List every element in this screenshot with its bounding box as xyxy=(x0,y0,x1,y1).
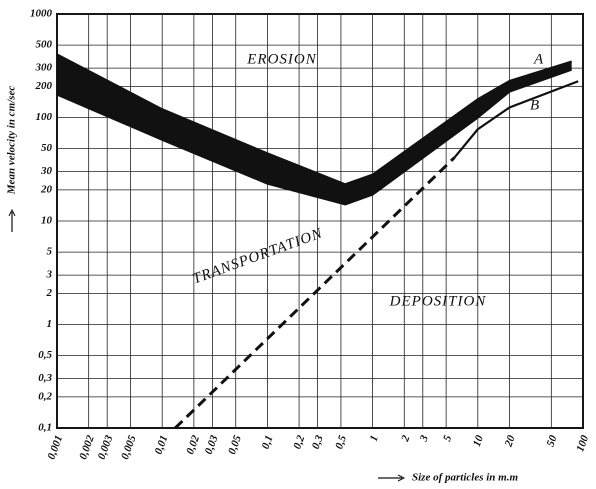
x-tick-label: 0,03 xyxy=(203,433,221,456)
x-tick-label: 20 xyxy=(502,433,518,449)
x-tick-label: 0,002 xyxy=(77,433,97,461)
y-tick-label: 500 xyxy=(36,39,53,51)
y-axis-label: Mean velocity in cm/sec xyxy=(6,86,18,196)
y-tick-label: 1 xyxy=(47,318,53,330)
series-line xyxy=(56,53,572,186)
y-tick-label: 20 xyxy=(40,183,53,195)
y-tick-label: 3 xyxy=(46,269,53,281)
y-tick-label: 30 xyxy=(40,165,53,177)
series-line xyxy=(174,156,456,430)
x-tick-label: 0,5 xyxy=(333,433,349,450)
y-tick-label: 2 xyxy=(46,287,53,299)
y-tick-label: 0,2 xyxy=(38,390,52,402)
y-tick-label: 10 xyxy=(41,215,53,227)
series-line xyxy=(453,80,579,159)
x-tick-label: 50 xyxy=(544,433,559,448)
x-tick-label: 2 xyxy=(399,433,413,444)
x-tick-label: 0,001 xyxy=(45,434,65,461)
x-tick-label: 0,2 xyxy=(291,433,307,450)
x-arrow-head xyxy=(397,474,406,482)
y-tick-label: 0,1 xyxy=(38,422,52,434)
series-line xyxy=(56,68,573,206)
x-tick-label: 0,02 xyxy=(184,433,202,456)
y-arrow-head xyxy=(8,208,16,217)
x-tick-label: 5 xyxy=(441,433,454,443)
y-tick-label: 100 xyxy=(36,111,53,123)
y-tick-label: 1000 xyxy=(30,8,53,20)
annotation: TRANSPORTATION xyxy=(191,225,326,287)
x-tick-label: 1 xyxy=(368,434,381,443)
x-tick-label: 0,1 xyxy=(260,434,276,451)
x-tick-label: 0,003 xyxy=(96,433,116,461)
annotation: EROSION xyxy=(246,51,317,67)
y-tick-label: 200 xyxy=(35,80,53,92)
y-tick-label: 5 xyxy=(47,246,53,258)
y-tick-label: 0,3 xyxy=(38,372,52,384)
x-tick-label: 10 xyxy=(471,433,486,448)
erosion-band xyxy=(57,54,572,205)
y-tick-label: 50 xyxy=(41,142,53,154)
x-tick-label: 100 xyxy=(574,433,591,453)
x-tick-label: 0,3 xyxy=(310,433,326,450)
x-tick-label: 0,01 xyxy=(153,434,171,456)
x-axis-label: Size of particles in m.m xyxy=(412,472,518,484)
x-tick-label: 3 xyxy=(417,433,431,444)
series-label: A xyxy=(533,51,544,67)
y-tick-label: 300 xyxy=(35,62,53,74)
x-tick-label: 0,005 xyxy=(119,433,139,461)
annotation: DEPOSITION xyxy=(389,293,487,309)
y-tick-label: 0,5 xyxy=(38,349,52,361)
x-tick-label: 0,05 xyxy=(226,433,244,456)
series-label: B xyxy=(530,97,540,113)
